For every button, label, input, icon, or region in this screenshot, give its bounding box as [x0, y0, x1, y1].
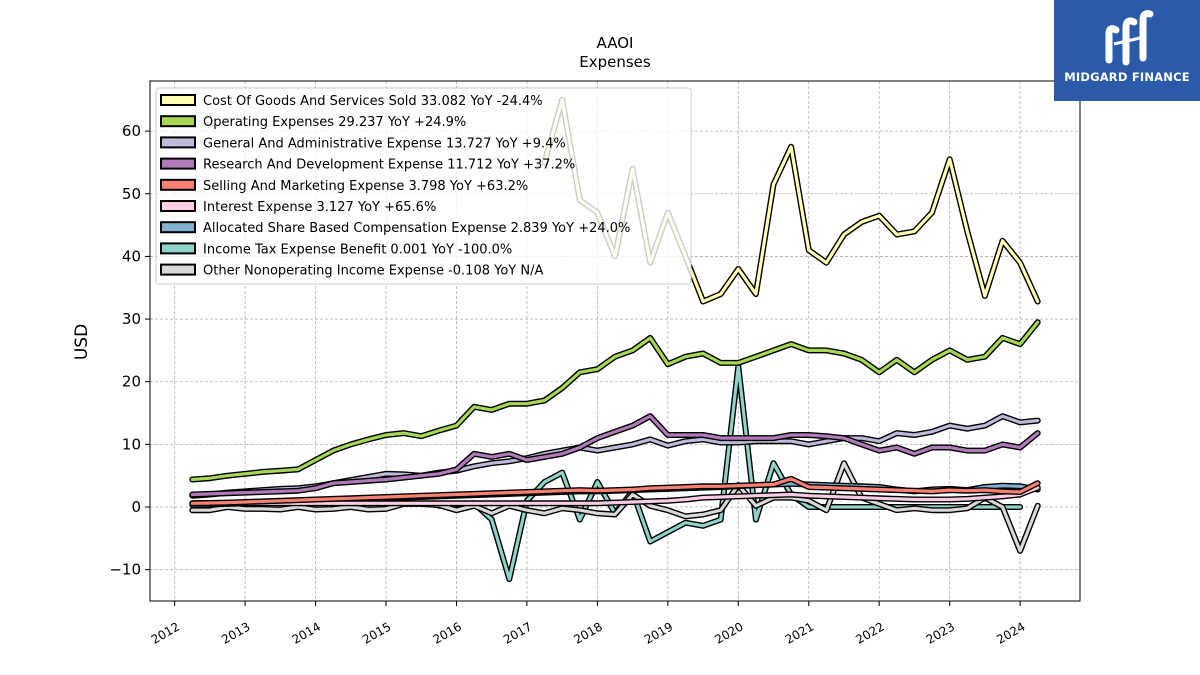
legend-entry: Allocated Share Based Compensation Expen…: [203, 221, 630, 236]
y-tick-label: 10: [122, 435, 141, 453]
legend-entry: General And Administrative Expense 13.72…: [203, 136, 566, 151]
legend: Cost Of Goods And Services Sold 33.082 Y…: [155, 87, 692, 285]
series-line: [189, 475, 1041, 507]
plot-frame: [149, 80, 1081, 602]
midgard-finance-logo: MIDGARD FINANCE: [1054, 0, 1200, 101]
legend-entry: Operating Expenses 29.237 YoY +24.9%: [203, 115, 466, 130]
legend-swatch: [160, 115, 196, 128]
series-lines: [189, 96, 1041, 583]
logo-text: MIDGARD FINANCE: [1064, 70, 1190, 84]
legend-swatch: [160, 242, 196, 255]
y-tick-label: −10: [109, 561, 141, 579]
midgard-logo-icon: [1105, 10, 1154, 66]
series-line: [189, 413, 1041, 498]
y-tick-label: 50: [122, 185, 141, 203]
legend-swatch: [160, 94, 196, 106]
legend-swatch: [160, 178, 196, 191]
legend-entry: Other Nonoperating Income Expense -0.108…: [203, 264, 543, 279]
legend-entry: Research And Development Expense 11.712 …: [203, 158, 575, 173]
legend-swatch: [160, 221, 196, 234]
legend-box: [155, 87, 692, 285]
legend-swatch: [160, 157, 196, 170]
series-line: [189, 460, 1041, 554]
legend-swatch: [160, 200, 196, 212]
series-line: [189, 319, 1041, 483]
legend-entry: Income Tax Expense Benefit 0.001 YoY -10…: [203, 242, 512, 257]
chart-subtitle: Expenses: [579, 53, 651, 71]
chart-title: AAOI: [597, 34, 634, 52]
y-tick-label: 60: [122, 122, 141, 140]
legend-swatch: [160, 136, 196, 149]
y-tick-label: 40: [122, 247, 141, 265]
y-axis-label: USD: [72, 324, 92, 360]
legend-entry: Cost Of Goods And Services Sold 33.082 Y…: [203, 94, 543, 109]
legend-entry: Interest Expense 3.127 YoY +65.6%: [203, 200, 436, 215]
legend-swatch: [160, 263, 196, 276]
series-line: [189, 484, 1041, 507]
y-tick-label: 20: [122, 373, 141, 391]
y-tick-label: 30: [122, 310, 141, 328]
legend-entry: Selling And Marketing Expense 3.798 YoY …: [203, 179, 528, 194]
y-tick-label: 0: [131, 498, 141, 516]
